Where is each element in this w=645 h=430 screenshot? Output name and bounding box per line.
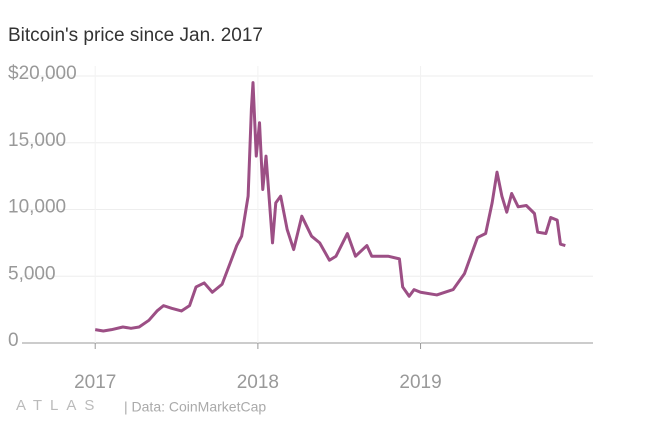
source: | Data: CoinMarketCap: [124, 399, 266, 415]
y-tick-label: 15,000: [8, 130, 66, 151]
logo: ATLAS: [16, 397, 102, 414]
x-tick-label: 2018: [237, 372, 279, 393]
y-tick-label: 5,000: [8, 263, 56, 284]
y-tick-label: $20,000: [8, 63, 77, 84]
y-tick-label: 10,000: [8, 197, 66, 218]
price-line: [94, 81, 566, 333]
x-tick-label: 2017: [74, 372, 116, 393]
x-tick-label: 2019: [399, 372, 441, 393]
y-tick-label: 0: [8, 330, 19, 351]
chart-title: Bitcoin's price since Jan. 2017: [8, 25, 263, 46]
